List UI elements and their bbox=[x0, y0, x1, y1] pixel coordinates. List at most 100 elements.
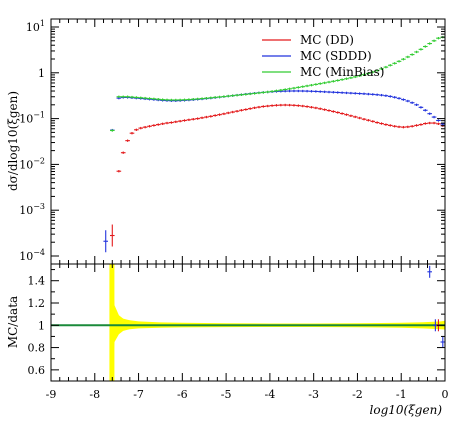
ratio-data-point bbox=[427, 265, 432, 278]
data-point bbox=[313, 83, 319, 86]
x-tick-label: -6 bbox=[177, 388, 188, 401]
data-point bbox=[247, 92, 253, 96]
data-point bbox=[405, 55, 411, 59]
ratio-y-tick-label: 1.2 bbox=[28, 297, 46, 310]
data-point bbox=[392, 125, 397, 128]
data-point bbox=[401, 125, 406, 129]
legend-label: MC (SDDD) bbox=[300, 49, 372, 63]
data-point bbox=[374, 69, 380, 72]
uncertainty-band bbox=[109, 264, 446, 381]
data-point bbox=[414, 50, 419, 54]
data-point bbox=[370, 93, 376, 96]
data-point bbox=[370, 120, 376, 123]
data-point bbox=[109, 129, 115, 132]
data-point bbox=[256, 105, 262, 109]
data-point bbox=[418, 106, 424, 109]
data-point bbox=[348, 114, 354, 118]
x-tick-label: -8 bbox=[89, 388, 100, 401]
data-point bbox=[282, 88, 288, 91]
uncertainty-band-spike bbox=[109, 264, 115, 381]
tick-base: 10 bbox=[26, 21, 40, 34]
data-point bbox=[261, 105, 266, 108]
data-point bbox=[278, 103, 284, 107]
data-point bbox=[352, 75, 358, 79]
main-y-axis-label: dσ/dlog10(ξgen) bbox=[6, 91, 20, 191]
tick-base: 1 bbox=[38, 67, 45, 80]
data-point bbox=[379, 122, 384, 125]
data-point bbox=[326, 90, 332, 94]
data-point bbox=[252, 106, 257, 110]
x-tick-label: -9 bbox=[46, 388, 57, 401]
data-point bbox=[173, 98, 179, 102]
legend-label: MC (MinBias) bbox=[300, 65, 384, 79]
data-point bbox=[326, 109, 332, 112]
data-point bbox=[212, 96, 218, 99]
data-point bbox=[401, 58, 406, 61]
data-point bbox=[190, 98, 196, 101]
data-point bbox=[147, 125, 152, 128]
data-point bbox=[304, 84, 310, 88]
data-point bbox=[269, 104, 275, 107]
data-point bbox=[120, 151, 126, 154]
ratio-y-axis-label: MC/data bbox=[6, 296, 20, 348]
x-tick-label: -5 bbox=[221, 388, 232, 401]
data-point bbox=[339, 112, 345, 115]
data-point bbox=[247, 107, 253, 110]
data-point bbox=[226, 94, 231, 98]
data-point bbox=[296, 86, 301, 89]
data-point bbox=[409, 101, 415, 104]
main-y-tick-label: 10−1 bbox=[19, 111, 45, 126]
data-point bbox=[186, 118, 192, 122]
data-point bbox=[405, 125, 411, 129]
data-point bbox=[138, 126, 144, 130]
x-tick-label: -1 bbox=[396, 388, 407, 401]
data-point bbox=[164, 98, 170, 102]
tick-base: 10 bbox=[19, 113, 33, 126]
data-point bbox=[243, 108, 249, 111]
data-point bbox=[322, 108, 327, 111]
data-point bbox=[423, 109, 428, 112]
data-point bbox=[155, 123, 161, 126]
data-point bbox=[392, 62, 397, 65]
data-point bbox=[296, 89, 301, 93]
data-point bbox=[357, 116, 362, 120]
data-point bbox=[357, 92, 362, 95]
data-point bbox=[379, 67, 384, 71]
legend-item: MC (MinBias) bbox=[262, 65, 384, 79]
data-point bbox=[125, 95, 130, 98]
data-point bbox=[396, 60, 402, 63]
data-point bbox=[155, 98, 161, 101]
data-point bbox=[177, 119, 183, 123]
data-point bbox=[173, 120, 179, 124]
main-y-tick-label: 101 bbox=[26, 19, 45, 34]
data-point bbox=[169, 121, 174, 124]
data-point bbox=[339, 91, 345, 94]
data-point bbox=[361, 73, 367, 76]
data-point bbox=[204, 115, 209, 119]
data-point bbox=[309, 106, 314, 109]
data-point bbox=[182, 119, 187, 122]
data-point bbox=[195, 97, 200, 101]
data-point bbox=[287, 103, 292, 107]
data-point bbox=[387, 124, 393, 127]
data-point bbox=[291, 86, 297, 90]
data-point bbox=[331, 91, 336, 94]
data-point bbox=[300, 104, 306, 108]
data-point bbox=[221, 112, 227, 116]
data-point bbox=[396, 125, 402, 129]
data-point bbox=[256, 91, 262, 95]
legend-item: MC (SDDD) bbox=[262, 49, 372, 63]
tick-exponent: 1 bbox=[40, 19, 45, 28]
data-point bbox=[269, 90, 275, 93]
data-point bbox=[387, 95, 393, 98]
data-point bbox=[208, 115, 214, 118]
tick-exponent: −4 bbox=[33, 248, 45, 257]
tick-exponent: −1 bbox=[33, 111, 45, 120]
data-point bbox=[436, 119, 441, 122]
main-y-tick-label: 10−2 bbox=[19, 156, 45, 171]
data-point bbox=[291, 89, 297, 93]
data-point bbox=[164, 121, 170, 125]
data-point bbox=[309, 90, 314, 93]
data-point bbox=[436, 122, 441, 125]
